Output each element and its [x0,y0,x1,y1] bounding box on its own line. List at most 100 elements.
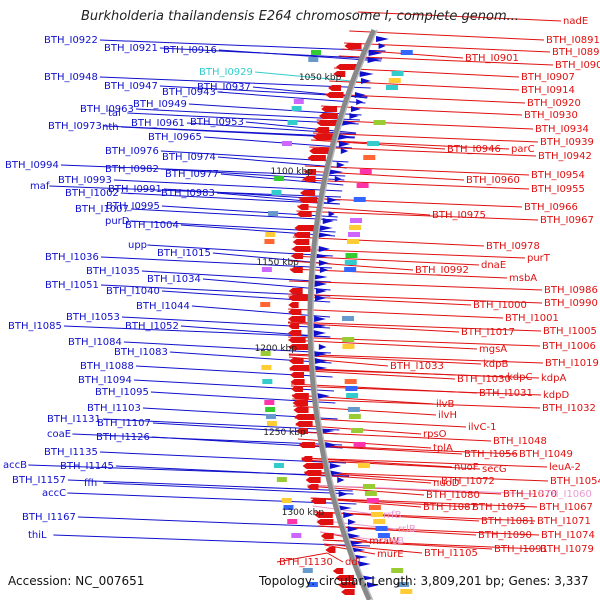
gene-label-right[interactable]: BTH_I1070 [503,489,557,500]
gene-label-left[interactable]: BTH_I0929 [199,67,253,78]
gene-label-right[interactable]: BTH_I1031 [479,388,533,399]
gene-label-right[interactable]: BTH_I1032 [542,403,596,414]
gene-label-right[interactable]: BTH_I0960 [466,175,520,186]
gene-label-right[interactable]: BTH_I0934 [535,124,589,135]
gene-label-right[interactable]: BTH_I0955 [531,184,585,195]
gene-label-right[interactable]: leuA-2 [549,462,581,473]
gene-label-right[interactable]: mgsA [479,344,507,355]
gene-label-right[interactable]: kdpB [483,359,508,370]
gene-label-right[interactable]: BTH_I1080 [426,490,480,501]
gene-label-right[interactable]: kdpD [543,390,569,401]
gene-label-left[interactable]: BTH_I0953 [190,117,244,128]
gene-label-right[interactable]: BTH_I1075 [472,502,526,513]
gene-label-right[interactable]: BTH_I1090 [478,530,532,541]
gene-label-right[interactable]: ilvC-1 [468,422,496,433]
gene-label-right[interactable]: murE [377,549,404,560]
gene-label-right[interactable]: BTH_I1000 [473,300,527,311]
gene-label-right[interactable]: BTH_I1087 [423,502,477,513]
gene-label-right[interactable]: nuoD [433,478,460,489]
gene-label-left[interactable]: BTH_I1015 [157,248,211,259]
gene-label-left[interactable]: BTH_I0943 [162,87,216,98]
gene-label-right[interactable]: BTH_I0896 [552,47,600,58]
gene-label-right[interactable]: ddl [345,557,360,568]
gene-label-left[interactable]: BTH_I1034 [147,274,201,285]
gene-label-left[interactable]: BTH_I0983 [161,188,215,199]
gene-label-left[interactable]: BTH_I1053 [66,312,120,323]
gene-label-left[interactable]: BTH_I0922 [44,35,98,46]
gene-label-right[interactable]: BTH_I0900 [555,60,600,71]
gene-label-left[interactable]: BTH_I0977 [165,169,219,180]
gene-label-right[interactable]: BTH_I1005 [543,326,597,337]
gene-label-left[interactable]: BTH_I0947 [104,81,158,92]
gene-label-right[interactable]: BTH_I1048 [493,436,547,447]
gene-label-right[interactable]: BTH_I1017 [461,327,515,338]
gene-label-left[interactable]: thiL [28,530,47,541]
gene-label-left[interactable]: BTH_I1083 [114,347,168,358]
gene-label-right[interactable]: rrfB [383,510,402,521]
gene-label-left[interactable]: BTH_I1040 [106,286,160,297]
gene-label-right[interactable]: BTH_I1091 [494,544,548,555]
gene-label-right[interactable]: BTH_I0975 [432,210,486,221]
gene-label-right[interactable]: parC [511,144,535,155]
gene-label-right[interactable]: msbA [509,273,537,284]
gene-label-left[interactable]: BTH_I0982 [105,164,159,175]
gene-label-left[interactable]: BTH_I0973 [48,121,102,132]
gene-label-left[interactable]: BTH_I0921 [104,43,158,54]
gene-label-right[interactable]: nadE [563,16,588,27]
gene-label-left[interactable]: BTH_I1085 [8,321,62,332]
gene-label-left[interactable]: BTH_I0937 [197,82,251,93]
gene-label-right[interactable]: BTH_I1071 [537,516,591,527]
gene-label-right[interactable]: BTH_I0967 [540,215,594,226]
gene-label-right[interactable]: BTH_I0907 [521,72,575,83]
gene-label-left[interactable]: BTH_I1084 [68,337,122,348]
gene-label-left[interactable]: BTH_I0974 [162,152,216,163]
gene-label-right[interactable]: BTH_I0978 [486,241,540,252]
gene-label-left[interactable]: BTH_I1167 [22,512,76,523]
gene-label-left[interactable]: BTH_I0965 [148,132,202,143]
gene-label-left[interactable]: accC [42,488,66,499]
gene-label-left[interactable]: BTH_I1044 [136,301,190,312]
gene-label-right[interactable]: ilvH [438,410,457,421]
gene-label-right[interactable]: BTH_I0946 [447,144,501,155]
gene-label-right[interactable]: rrsB [384,536,404,547]
gene-label-left[interactable]: coaE [47,429,71,440]
gene-label-left[interactable]: BTH_I0991 [108,184,162,195]
gene-label-left[interactable]: BTH_I1103 [87,403,141,414]
gene-label-right[interactable]: BTH_I0891 [546,35,600,46]
gene-label-left[interactable]: BTH_I0949 [133,99,187,110]
gene-label-right[interactable]: BTH_I1074 [541,530,595,541]
gene-label-left[interactable]: BTH_I1094 [78,375,132,386]
gene-label-right[interactable]: ilvB [436,399,454,410]
gene-label-right[interactable]: BTH_I1030 [457,374,511,385]
gene-label-right[interactable]: BTH_I1054 [550,476,600,487]
gene-label-right[interactable]: BTH_I1001 [505,313,559,324]
gene-label-right[interactable]: BTH_I0954 [531,170,585,181]
gene-label-right[interactable]: BTH_I1067 [539,502,593,513]
gene-label-left[interactable]: BTH_I0995 [106,201,160,212]
gene-label-left[interactable]: BTH_I1107 [97,418,151,429]
gene-label-left[interactable]: BTH_I1007 [75,204,129,215]
gene-label-left[interactable]: BTH_I1002 [65,188,119,199]
gene-label-right[interactable]: nuoF [454,462,479,473]
gene-label-left[interactable]: BTH_I1131 [47,414,101,425]
gene-label-right[interactable]: purT [527,253,551,264]
gene-label-left[interactable]: BTH_I1126 [96,432,150,443]
gene-label-right[interactable]: rrlB [398,524,416,535]
gene-label-left[interactable]: purD [105,216,130,227]
gene-label-left[interactable]: BTH_I1051 [45,280,99,291]
gene-label-left[interactable]: nth [102,122,119,133]
gene-label-right[interactable]: BTH_I1079 [540,544,594,555]
gene-label-right[interactable]: dnaE [481,260,506,271]
gene-label-left[interactable]: BTH_I1052 [125,321,179,332]
gene-label-right[interactable]: BTH_I1049 [519,449,573,460]
gene-label-left[interactable]: BTH_I0976 [105,146,159,157]
gene-label-right[interactable]: BTH_I0992 [415,265,469,276]
gene-label-right[interactable]: BTH_I1072 [441,476,495,487]
gene-label-left[interactable]: upp [128,240,147,251]
gene-label-right[interactable]: BTH_I1105 [424,548,478,559]
gene-label-left[interactable]: BTH_I0961 [131,118,185,129]
gene-label-right[interactable]: BTH_I1056 [464,449,518,460]
gene-label-left[interactable]: ffh [84,478,97,489]
gene-label-left[interactable]: BTH_I1135 [44,447,98,458]
gene-label-right[interactable]: BTH_I0901 [465,53,519,64]
